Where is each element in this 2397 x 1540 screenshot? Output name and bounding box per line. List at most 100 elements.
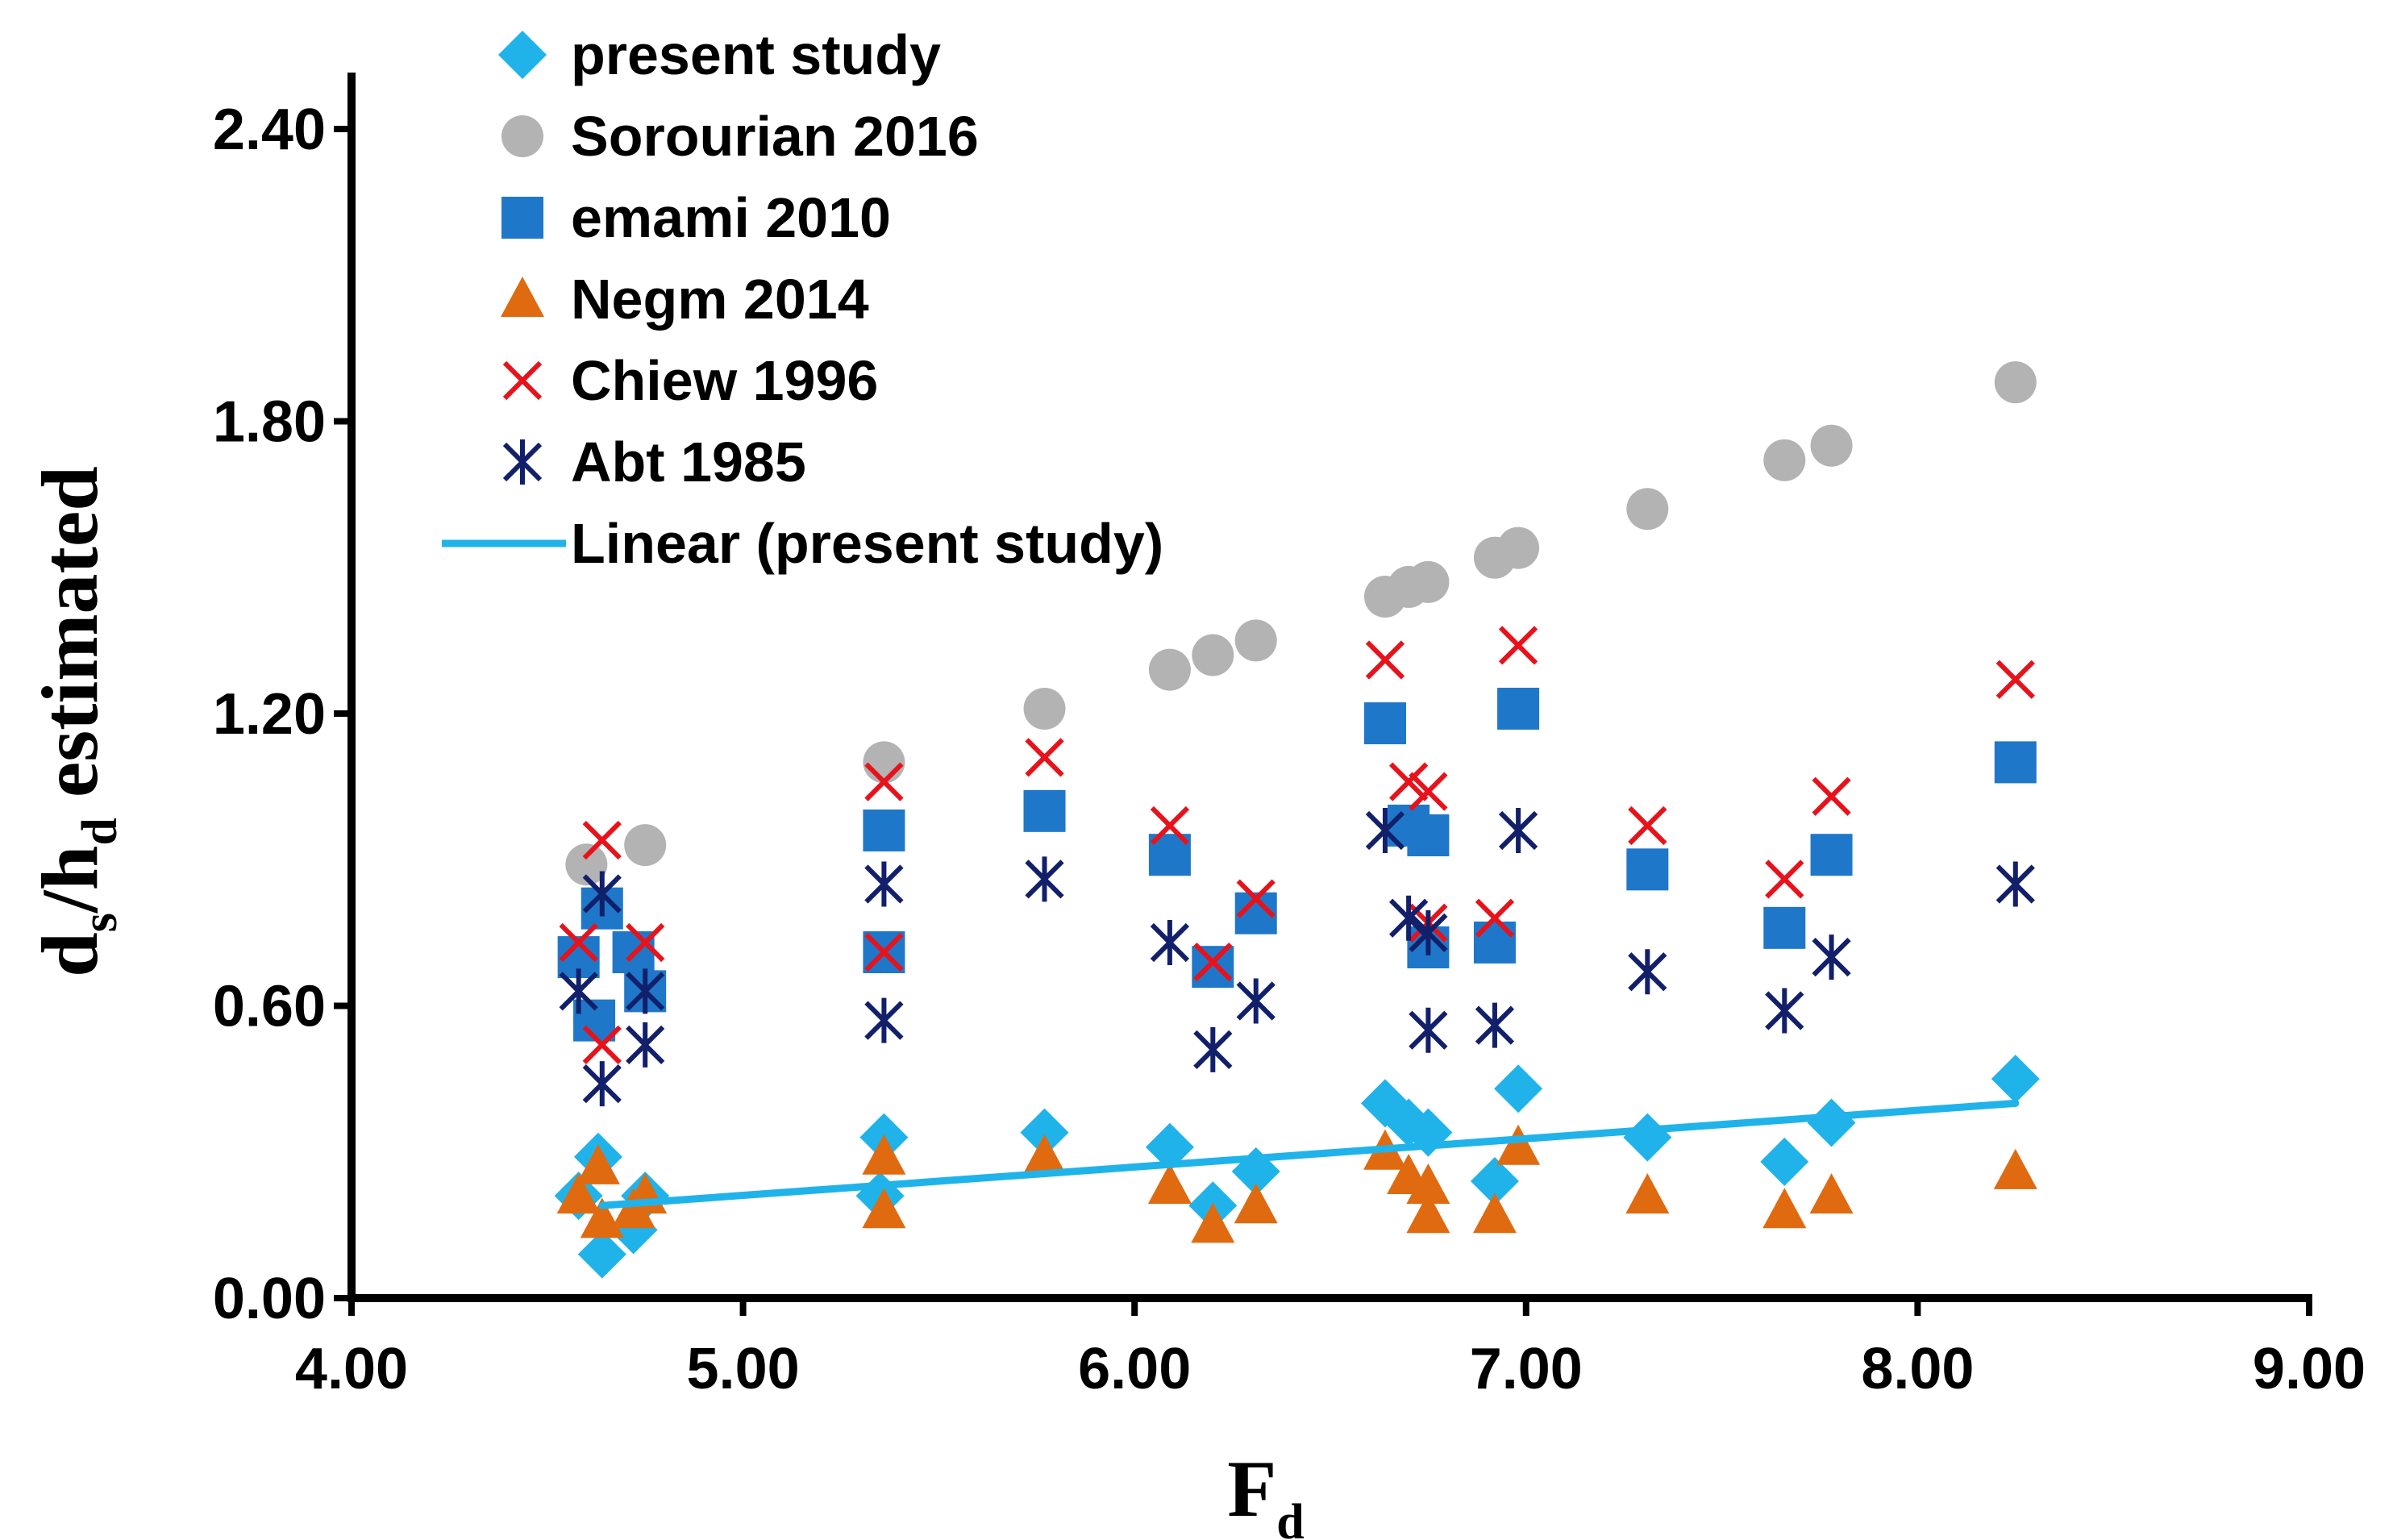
data-point (1365, 808, 1405, 853)
data-point (1494, 1064, 1543, 1113)
data-point (1763, 906, 1806, 949)
legend-label: Chiew 1996 (571, 349, 878, 412)
ticks: 4.00 5.00 6.00 7.00 8.00 9.00 0.00 0.60 1.20 1.80… (213, 98, 2366, 1401)
y-tick-label: 1.80 (213, 390, 326, 455)
data-point (1192, 946, 1234, 989)
data-point (1193, 943, 1233, 982)
data-point (624, 824, 667, 867)
legend-item: Abt 1985 (502, 431, 806, 493)
legend-marker (502, 360, 543, 401)
data-point (1388, 762, 1429, 801)
data-point (1472, 1192, 1517, 1234)
data-point (1147, 1163, 1192, 1205)
y-axis-title-h: /h (25, 846, 114, 914)
data-point (1991, 1055, 2040, 1104)
data-point (556, 1173, 601, 1214)
data-point (1473, 921, 1516, 964)
data-point (559, 922, 598, 963)
data-point (626, 968, 665, 1014)
data-point (1236, 978, 1275, 1024)
series-negm-2014 (556, 1124, 2037, 1243)
legend-label: Sorourian 2016 (571, 105, 979, 168)
data-point (1234, 1183, 1278, 1224)
data-point (1407, 814, 1450, 857)
y-tick-label: 0.60 (213, 975, 326, 1039)
x-axis-title-sub: d (1276, 1495, 1304, 1540)
data-point (1626, 848, 1669, 891)
data-point (1025, 738, 1064, 777)
y-tick-label: 0.00 (213, 1267, 326, 1331)
data-point (626, 922, 665, 963)
data-point (1626, 488, 1669, 531)
data-point (577, 1230, 626, 1279)
x-tick-label: 9.00 (2253, 1337, 2366, 1401)
data-point (1025, 856, 1064, 902)
data-point (863, 741, 905, 784)
data-point (1023, 789, 1066, 832)
data-point (1762, 1188, 1807, 1229)
data-point (1994, 361, 2037, 404)
x-axis-title-main: F (1227, 1444, 1276, 1534)
series-present-study (554, 1055, 2040, 1279)
data-point (1760, 1137, 1809, 1186)
data-point (1475, 898, 1515, 938)
data-point (1363, 702, 1406, 745)
x-tick-label: 4.00 (295, 1337, 408, 1401)
legend-item: Chiew 1996 (502, 349, 878, 412)
legend-label: present study (571, 23, 941, 86)
data-point (1470, 1157, 1519, 1205)
data-point (1812, 776, 1851, 816)
data-point (1148, 648, 1191, 691)
legend-marker (501, 277, 544, 317)
series-emami-2010 (557, 687, 2037, 1042)
data-point (1765, 988, 1804, 1034)
legend-item: Negm 2014 (501, 268, 869, 331)
series-sorourian-2016 (565, 361, 2037, 886)
legend-item: Sorourian 2016 (501, 105, 979, 168)
data-point (1810, 834, 1853, 876)
data-point (1409, 1007, 1448, 1053)
data-point (576, 1143, 620, 1184)
data-point (1406, 1192, 1450, 1234)
data-point (1623, 1113, 1672, 1162)
data-point (559, 968, 598, 1014)
data-point (582, 871, 622, 917)
y-tick-label: 2.40 (213, 98, 326, 162)
data-point (1023, 687, 1066, 730)
data-point (1628, 949, 1667, 995)
data-point (1995, 660, 2035, 699)
legend-label: emami 2010 (571, 186, 891, 249)
data-point (1193, 1026, 1233, 1072)
data-point (864, 861, 904, 907)
data-point (1763, 439, 1806, 481)
legend-marker (498, 31, 547, 79)
data-point (1498, 626, 1538, 665)
legend-label: Linear (present study) (571, 512, 1163, 575)
data-point (565, 843, 608, 886)
data-point (1995, 861, 2035, 907)
legend-item: present study (498, 23, 941, 86)
data-point (1497, 687, 1540, 730)
legend-label: Negm 2014 (571, 268, 869, 331)
data-point (864, 997, 904, 1043)
legend-item: emami 2010 (501, 186, 891, 249)
data-point (1409, 909, 1448, 955)
y-axis-title-s: s (73, 913, 127, 932)
data-point (1236, 879, 1275, 918)
data-point (1475, 1002, 1515, 1048)
data-point (1812, 934, 1851, 980)
data-point (862, 1134, 906, 1175)
data-point (582, 820, 622, 860)
data-point (863, 810, 905, 851)
data-point (1407, 560, 1450, 603)
plot-area (554, 361, 2040, 1279)
x-tick-label: 5.00 (687, 1337, 800, 1401)
y-axis-title-rest: estimated (25, 466, 114, 818)
data-point (1192, 634, 1234, 676)
series-abt-1985 (559, 808, 2035, 1107)
data-point (1406, 1163, 1450, 1205)
x-axis-title: Fd (1227, 1444, 1305, 1540)
legend-marker (502, 439, 543, 485)
legend-marker (501, 115, 543, 157)
